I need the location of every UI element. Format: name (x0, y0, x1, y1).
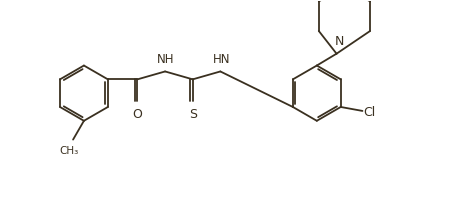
Text: NH: NH (157, 53, 174, 66)
Text: HN: HN (212, 53, 230, 66)
Text: N: N (334, 35, 344, 48)
Text: Cl: Cl (363, 106, 374, 119)
Text: S: S (188, 108, 196, 121)
Text: O: O (132, 108, 142, 121)
Text: CH₃: CH₃ (59, 146, 79, 156)
